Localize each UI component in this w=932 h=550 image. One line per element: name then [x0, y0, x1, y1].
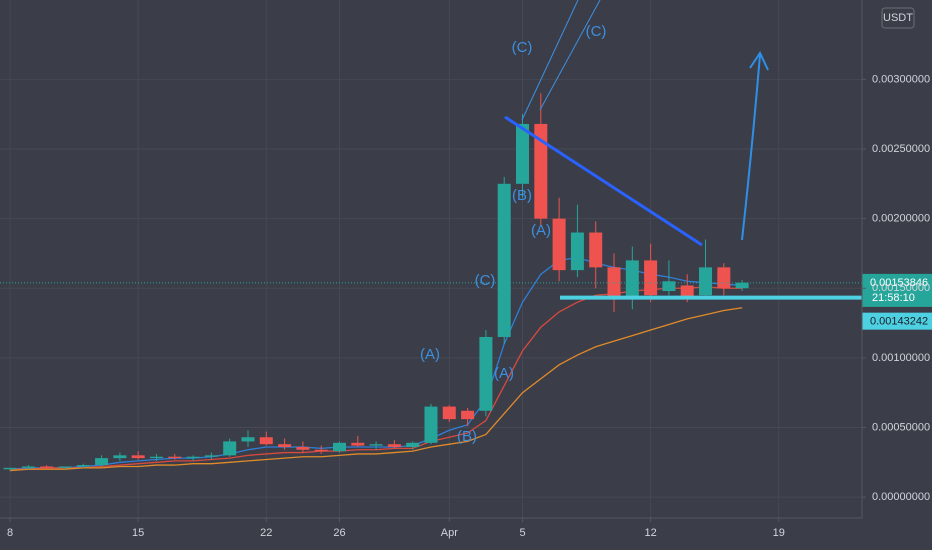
wave-label: (C) — [586, 23, 607, 40]
x-tick-label: 8 — [7, 527, 13, 539]
last-price-box — [862, 273, 932, 307]
candle-body — [113, 455, 127, 459]
moving-average — [10, 307, 743, 472]
candle-body — [278, 444, 292, 447]
candle-body — [387, 444, 401, 447]
x-tick-label: Apr — [441, 527, 458, 539]
candle-body — [461, 410, 475, 420]
wave-line — [521, 0, 601, 121]
candle-body — [332, 442, 346, 452]
x-tick-label: 5 — [519, 527, 525, 539]
candle-body — [314, 449, 328, 452]
candle-body — [552, 218, 566, 271]
candle-body — [516, 123, 530, 184]
overlay: 0.00153846 21:58:10 0.00143242 (C) (C) (B) (A)… — [0, 23, 932, 445]
candle-body — [735, 282, 749, 289]
x-tick-label: 19 — [773, 527, 785, 539]
wave-label: (B) — [457, 428, 477, 445]
y-tick-label: 0.00100000 — [872, 352, 930, 364]
candle-body — [607, 267, 621, 298]
candle-body — [680, 285, 694, 298]
candle-body — [131, 455, 145, 459]
candle-body — [442, 406, 456, 420]
currency: USDT — [883, 12, 913, 24]
candle-body — [296, 446, 310, 450]
x-tick-label: 26 — [333, 527, 345, 539]
candle-body — [534, 123, 548, 219]
candle-body — [76, 465, 90, 467]
y-tick-label: 0.00200000 — [872, 213, 930, 225]
candle-body — [497, 183, 511, 337]
y-tick-label: 0.00300000 — [872, 73, 930, 85]
candle-body — [479, 336, 493, 411]
candle-body — [40, 466, 54, 468]
wave-label: (C) — [512, 39, 533, 56]
currency-box[interactable] — [881, 7, 915, 29]
candle-body — [204, 455, 218, 457]
candle-body — [717, 267, 731, 289]
candle-body — [223, 441, 237, 456]
candle-body — [589, 232, 603, 268]
wave-label: (C) — [475, 272, 496, 289]
candle-body — [241, 437, 255, 442]
candle-body — [662, 281, 676, 292]
candle-body — [58, 466, 72, 468]
y-tick-label: 0.00150000 — [872, 282, 930, 294]
x-tick-label: 12 — [644, 527, 656, 539]
candles — [3, 93, 749, 471]
candle-body — [699, 267, 713, 296]
y-tick-label: 0.00050000 — [872, 421, 930, 433]
x-tick-label: 15 — [132, 527, 144, 539]
line-price: 0.00143242 — [870, 316, 928, 328]
candle-body — [149, 456, 163, 459]
x-tick-label: 22 — [260, 527, 272, 539]
trend-line — [504, 115, 703, 247]
y-tick-label: 0.00250000 — [872, 143, 930, 155]
arrow — [741, 50, 769, 241]
candle-body — [351, 442, 365, 446]
y-tick-label: 0.00000000 — [872, 491, 930, 503]
wave-label: (B) — [512, 187, 532, 204]
candle-body — [259, 437, 273, 445]
candle-body — [644, 260, 658, 296]
candle-body — [625, 260, 639, 298]
wave-label: (A) — [420, 346, 440, 363]
candle-body — [186, 456, 200, 459]
line-price-box — [862, 312, 932, 330]
candle-body — [570, 232, 584, 271]
candle-body — [168, 456, 182, 459]
candle-body — [369, 444, 383, 446]
candle-body — [95, 458, 109, 466]
countdown: 21:58:10 — [872, 292, 915, 304]
wave-label: (A) — [531, 222, 551, 239]
candle-body — [406, 442, 420, 447]
wave-label: (A) — [494, 365, 514, 382]
candle-body — [424, 406, 438, 443]
candle-body — [21, 466, 35, 468]
candle-body — [3, 467, 17, 470]
last-price: 0.00153846 — [870, 277, 928, 289]
